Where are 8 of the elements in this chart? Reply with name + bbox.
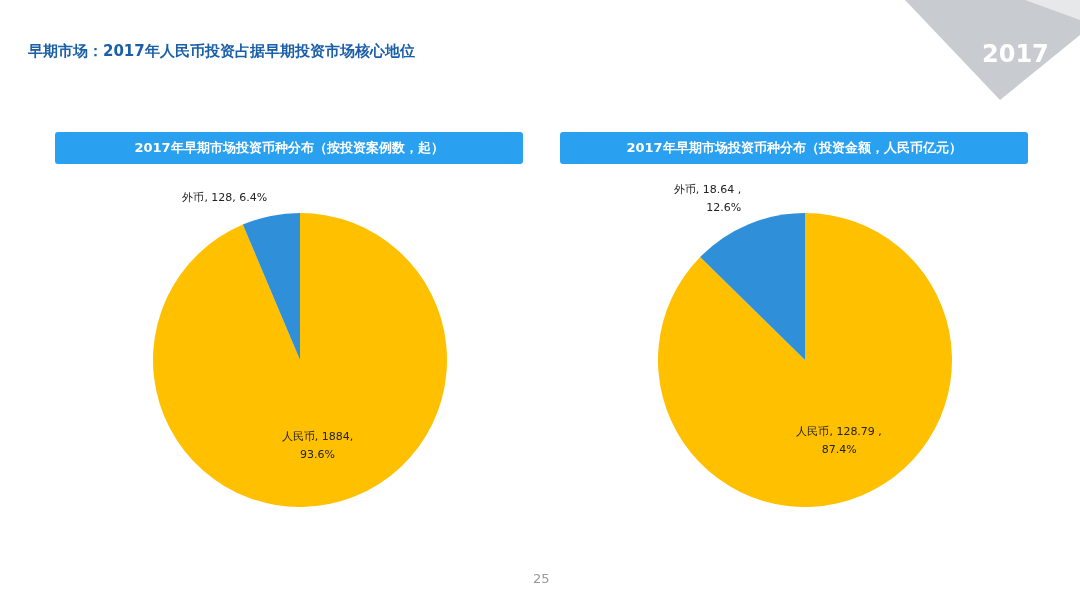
text: 25 xyxy=(533,571,550,586)
text: 早期市场：2017年人民币投资占据早期投资市场核心地位 xyxy=(28,42,415,61)
slice-label: 人民币, 128.79 , 87.4% xyxy=(796,425,882,457)
chart-title: 2017年早期市场投资币种分布（按投资案例数，起） xyxy=(55,132,523,164)
slice-label: 外币, 128, 6.4% xyxy=(182,191,268,205)
chart-title: 2017年早期市场投资币种分布（投资金额，人民币亿元） xyxy=(560,132,1028,164)
slice-label: 外币, 18.64 , 12.6% xyxy=(673,183,742,215)
slice-label: 人民币, 1884, 93.6% xyxy=(281,430,354,462)
